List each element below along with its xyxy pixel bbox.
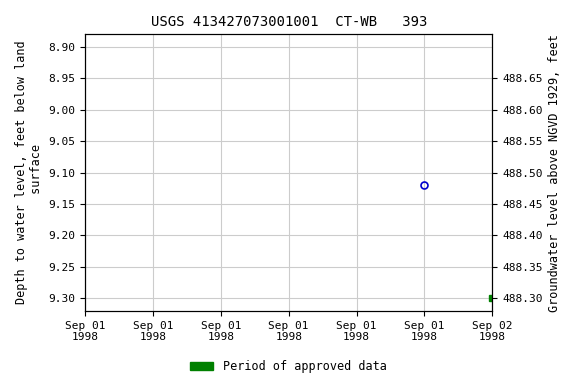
Legend: Period of approved data: Period of approved data (185, 356, 391, 378)
Y-axis label: Groundwater level above NGVD 1929, feet: Groundwater level above NGVD 1929, feet (548, 34, 561, 311)
Y-axis label: Depth to water level, feet below land
 surface: Depth to water level, feet below land su… (15, 41, 43, 305)
Title: USGS 413427073001001  CT-WB   393: USGS 413427073001001 CT-WB 393 (150, 15, 427, 29)
